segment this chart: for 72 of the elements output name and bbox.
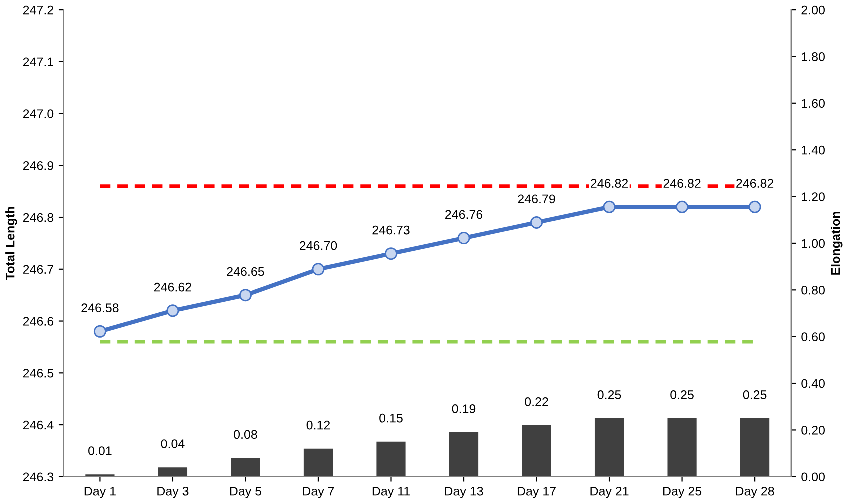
y2-axis-title: Elongation: [831, 212, 843, 275]
y-tick-label: 247.0: [23, 110, 54, 118]
y-tick-label: 246.9: [23, 161, 54, 170]
y2-tick-label: 0.20: [802, 426, 825, 435]
data-label: 0.19: [452, 404, 476, 414]
y-axis-title: Total Length: [6, 207, 18, 280]
y2-tick-label: 2.00: [802, 6, 825, 15]
bar: [522, 426, 552, 477]
bar: [158, 468, 188, 477]
data-label: 246.82: [591, 179, 628, 188]
y-tick-label: 247.2: [23, 6, 54, 15]
data-label: 0.22: [525, 398, 548, 406]
x-tick-label: Day 28: [736, 486, 774, 498]
y2-tick-label: 0.00: [802, 472, 825, 482]
y-tick-label: 246.5: [23, 368, 54, 378]
bar: [376, 442, 406, 477]
bar: [668, 418, 697, 477]
point: [748, 200, 762, 214]
y-tick-label: 246.8: [23, 213, 54, 222]
data-label: 246.73: [372, 226, 410, 235]
data-label: 0.08: [234, 430, 258, 440]
y2-tick-label: 0.40: [802, 379, 825, 388]
bar: [304, 448, 334, 477]
data-label: 246.76: [446, 210, 483, 220]
point: [384, 248, 398, 260]
x-tick-label: Day 25: [664, 486, 702, 498]
point: [94, 325, 106, 338]
x-tick-label: Day 13: [445, 486, 484, 498]
y-tick-label: 246.7: [23, 265, 54, 274]
y2-tick-label: 0.80: [802, 286, 825, 295]
point: [239, 289, 252, 302]
point: [530, 216, 544, 229]
y-tick-label: 246.3: [23, 472, 54, 482]
point: [166, 304, 180, 318]
y2-tick-label: 1.40: [802, 146, 825, 155]
point: [603, 200, 616, 214]
x-tick-label: Day 5: [230, 487, 262, 498]
y-tick-label: 247.1: [23, 58, 54, 66]
data-label: 0.25: [598, 390, 622, 400]
bar: [231, 458, 260, 477]
point: [458, 232, 470, 245]
data-label: 0.01: [88, 446, 112, 456]
data-label: 246.62: [154, 282, 192, 292]
bar: [594, 418, 624, 477]
bar: [740, 418, 770, 477]
x-tick-label: Day 1: [84, 487, 116, 498]
data-label: 0.15: [380, 414, 403, 423]
data-label: 246.82: [664, 179, 701, 188]
data-label: 246.58: [82, 304, 119, 313]
data-label: 0.12: [306, 420, 330, 430]
bar: [449, 432, 479, 477]
data-label: 0.25: [670, 390, 694, 400]
point: [312, 263, 325, 276]
x-tick-label: Day 7: [303, 487, 334, 498]
data-label: 246.82: [736, 179, 774, 188]
point: [676, 200, 689, 214]
y-tick-label: 246.6: [23, 317, 54, 326]
y2-tick-label: 1.80: [802, 52, 825, 62]
data-label: 246.79: [518, 194, 556, 204]
x-tick-label: Day 11: [372, 487, 410, 498]
y2-tick-label: 1.00: [802, 239, 825, 248]
x-tick-label: Day 17: [518, 487, 556, 498]
x-tick-label: Day 3: [158, 486, 189, 498]
data-label: 246.70: [300, 241, 338, 250]
x-tick-label: Day 21: [590, 486, 629, 498]
y2-tick-label: 1.20: [802, 192, 825, 202]
y-tick-label: 246.4: [23, 420, 54, 430]
y2-tick-label: 1.60: [802, 99, 825, 108]
data-label: 0.25: [743, 390, 767, 400]
data-label: 246.65: [227, 267, 264, 276]
y2-tick-label: 0.60: [802, 332, 825, 342]
data-label: 0.04: [161, 440, 185, 448]
